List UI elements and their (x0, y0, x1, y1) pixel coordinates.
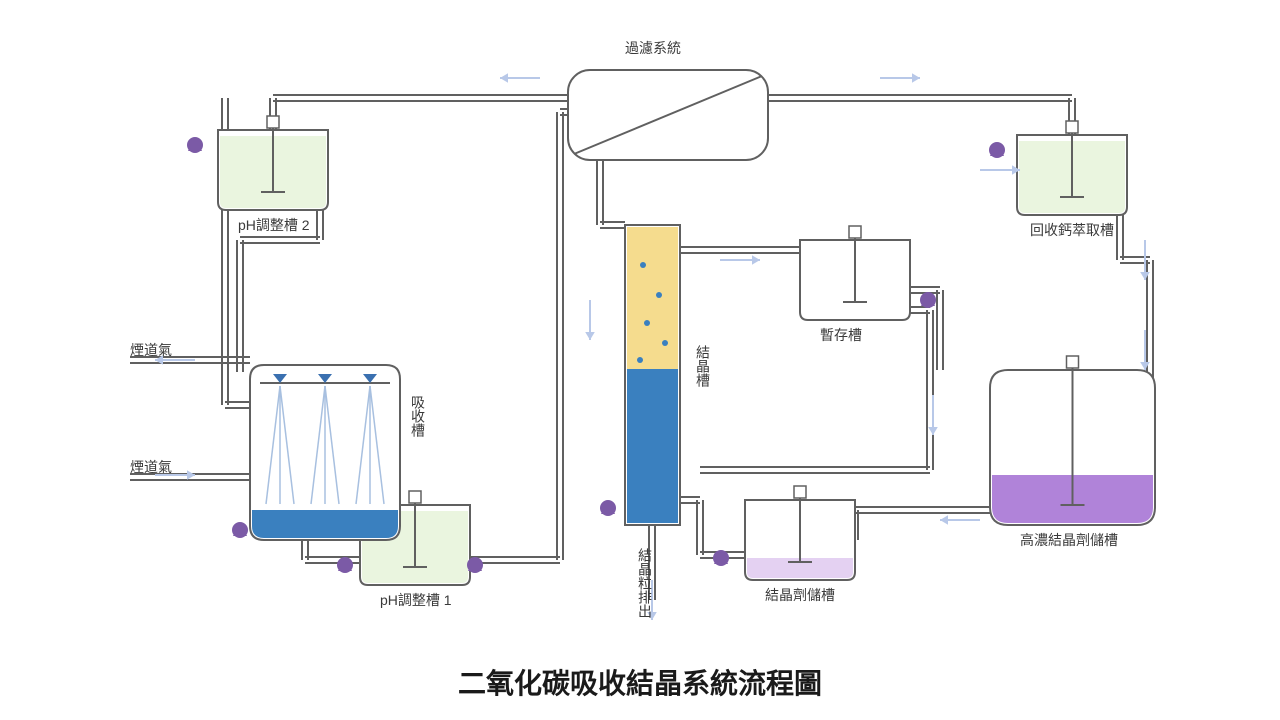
label-discharge: 結晶粒排出 (635, 548, 655, 618)
label-hi-reagent: 高濃結晶劑儲槽 (1020, 530, 1118, 550)
label-recycle: 回收鈣萃取槽 (1030, 220, 1114, 240)
label-filter: 過濾系統 (625, 38, 681, 58)
label-cryst: 結晶槽 (693, 345, 713, 387)
label-flue-out: 煙道氣 (130, 340, 172, 360)
label-reagent: 結晶劑儲槽 (765, 585, 835, 605)
label-flue-in: 煙道氣 (130, 457, 172, 477)
label-ph2: pH調整槽 2 (238, 215, 310, 235)
label-ph1: pH調整槽 1 (380, 590, 452, 610)
label-absorb: 吸收槽 (408, 395, 428, 437)
label-temp: 暫存槽 (820, 325, 862, 345)
diagram-title: 二氧化碳吸收結晶系統流程圖 (0, 662, 1280, 702)
